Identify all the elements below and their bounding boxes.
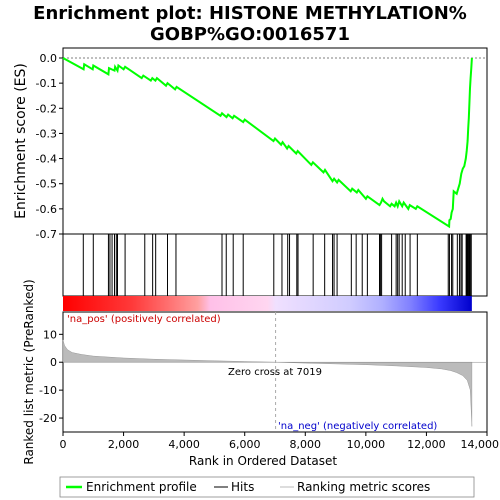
es-y-axis-label: Enrichment score (ES) [13, 63, 29, 219]
es-y-tick-label: -0.5 [36, 178, 57, 191]
metric-y-axis: 10 0 -10 -20 [39, 328, 63, 425]
neg-correlated-label: 'na_neg' (negatively correlated) [278, 421, 437, 432]
legend-label-enrichment: Enrichment profile [86, 480, 197, 494]
x-tick-label: 2,000 [108, 438, 140, 451]
legend-label-hits: Hits [231, 480, 254, 494]
hits-group [82, 234, 472, 296]
metric-y-tick-label: 10 [43, 328, 57, 341]
es-y-tick-label: -0.7 [36, 228, 57, 241]
x-tick-label: 4,000 [168, 438, 200, 451]
ranking-color-bar [63, 296, 472, 311]
chart-title-line1: Enrichment plot: HISTONE METHYLATION% [33, 3, 467, 24]
legend-label-ranking: Ranking metric scores [297, 480, 430, 494]
es-curve-line [62, 57, 473, 229]
legend-box [59, 476, 475, 498]
es-y-tick-label: -0.1 [36, 77, 57, 90]
metric-y-tick-label: 0 [50, 356, 57, 369]
metric-y-axis-label: Ranked list metric (PreRanked) [22, 279, 36, 464]
es-y-tick-label: -0.2 [36, 102, 57, 115]
metric-y-tick-label: -20 [39, 412, 57, 425]
x-tick-label: 6,000 [229, 438, 261, 451]
x-tick-label: 14,000 [461, 438, 500, 451]
es-y-tick-label: -0.3 [36, 127, 57, 140]
es-curve-group [62, 57, 487, 229]
chart-title-line2: GOBP%GO:0016571 [150, 24, 350, 45]
ranking-gradient-bar [63, 296, 472, 311]
zero-cross-label: Zero cross at 7019 [228, 367, 322, 378]
x-tick-label: 12,000 [407, 438, 446, 451]
metric-y-tick-label: -10 [39, 384, 57, 397]
es-y-tick-label: -0.6 [36, 203, 57, 216]
x-axis-label: Rank in Ordered Dataset [189, 454, 337, 468]
ranking-metric-area [62, 339, 473, 427]
metric-area-group [62, 312, 487, 432]
x-tick-label: 10,000 [347, 438, 386, 451]
x-tick-label: 8,000 [290, 438, 322, 451]
metric-panel-frame [62, 311, 488, 433]
pos-correlated-label: 'na_pos' (positively correlated) [67, 314, 221, 325]
hits-panel-frame [62, 233, 488, 297]
es-y-axis: 0.0 -0.1 -0.2 -0.3 -0.4 -0.5 -0.6 -0.7 [36, 52, 63, 241]
x-axis: 0 2,000 4,000 6,000 8,000 10,000 12,000 14,000 [60, 432, 500, 451]
es-y-tick-label: -0.4 [36, 153, 57, 166]
x-tick-label: 0 [60, 438, 67, 451]
es-panel-frame [62, 47, 488, 235]
es-y-tick-label: 0.0 [40, 52, 58, 65]
